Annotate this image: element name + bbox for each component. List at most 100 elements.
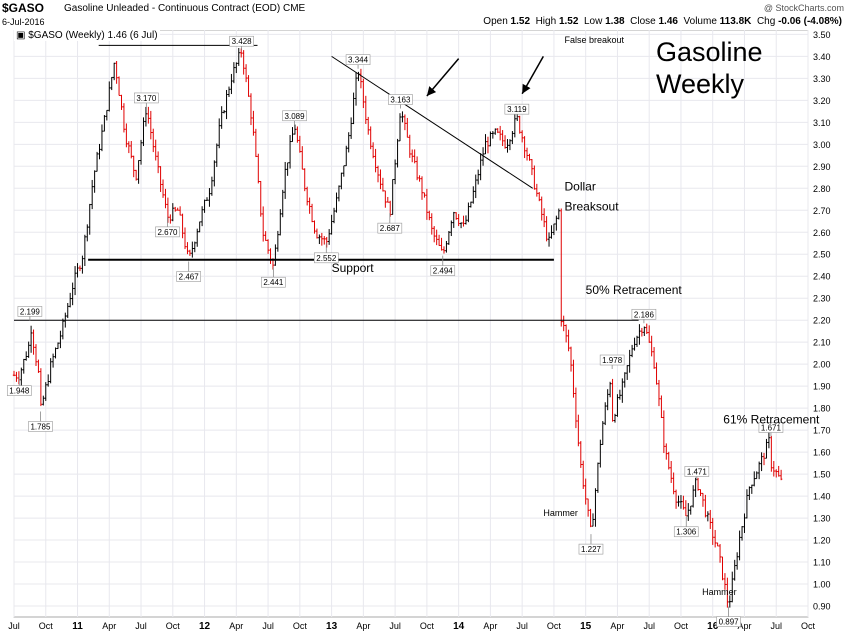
x-tick-label: 12 [199,621,211,632]
y-tick-label: 3.00 [813,140,831,150]
annotation-arrow [521,56,544,95]
x-tick-label: Apr [483,621,497,631]
description: Gasoline Unleaded - Continuous Contract … [64,3,305,14]
chart-title: Gasoline Weekly [656,36,763,100]
price-label-box [599,354,625,366]
price-label-box [6,385,32,396]
x-tick-label: Oct [293,621,308,631]
price-label-box [134,92,159,104]
series-legend: ▣ $GASO (Weekly) 1.46 (6 Jul) [14,30,160,41]
annotation-text: Hammer [702,587,737,597]
price-label: 1.227 [581,545,602,554]
price-label: 3.344 [348,56,369,65]
x-tick-label: 14 [453,621,465,632]
price-label-box [578,543,604,555]
price-label: 0.897 [719,618,740,627]
price-label: 2.199 [20,307,41,316]
y-tick-label: 2.10 [813,338,831,348]
y-tick-label: 3.50 [813,30,831,40]
price-label-box [261,276,286,288]
price-label-box [345,54,371,65]
x-tick-label: 13 [326,621,338,632]
y-tick-label: 3.10 [813,118,831,128]
grid-lines [13,30,809,617]
y-tick-label: 2.70 [813,206,831,216]
price-label: 1.671 [761,424,782,433]
chg-value: -0.06 (-4.08%) [778,16,842,27]
x-tick-label: Oct [801,621,816,631]
low-value: 1.38 [605,16,625,27]
chart-title-line2: Weekly [656,69,745,99]
annotation-text: Dollar [565,179,596,193]
price-label: 2.441 [263,278,284,287]
chart-header: $GASO Gasoline Unleaded - Continuous Con… [0,0,850,30]
x-tick-label: 16 [707,621,719,632]
price-label: 2.687 [380,224,401,233]
x-tick-label: Jul [389,621,401,631]
legend-text: $GASO (Weekly) 1.46 (6 Jul) [28,30,158,41]
open-value: 1.52 [510,16,531,27]
x-tick-label: Jul [770,621,782,631]
y-tick-label: 1.90 [813,382,831,392]
symbol: $GASO [2,1,45,15]
price-label-box [684,466,710,477]
annotations: Support False breakout Dollar Breaksout 50% … [332,35,820,597]
price-label-box [673,526,699,538]
legend-icon: ▣ [16,30,26,41]
price-label: 2.552 [316,254,337,263]
y-tick-label: 1.80 [813,404,831,414]
y-tick-label: 2.60 [813,228,831,238]
annotation-text: Support [332,261,375,275]
x-tick-label: Oct [39,621,54,631]
y-tick-label: 1.00 [813,580,831,590]
price-label-box [155,226,180,238]
annotation-arrows [426,56,544,97]
high-label: High [535,16,557,27]
x-tick-label: Apr [737,621,751,631]
y-tick-label: 3.40 [813,52,831,62]
price-label-box [504,103,530,115]
y-tick-label: 2.90 [813,162,831,172]
price-label-box [176,271,201,282]
price-label-box [430,265,456,276]
price-bars [12,48,783,608]
y-tick-label: 3.30 [813,74,831,84]
price-label-box [17,306,43,317]
description-text: Gasoline Unleaded - Continuous Contract … [64,3,281,14]
annotation-text: Breaksout [565,199,620,213]
price-label: 1.785 [30,422,51,431]
annotation-text: False breakout [565,35,625,45]
price-label: 3.089 [285,112,306,121]
chg-label: Chg [756,16,776,27]
chart-title-line1: Gasoline [656,37,763,67]
annotation-arrow [426,58,460,97]
volume-label: Volume [683,16,717,27]
x-tick-label: Apr [610,621,624,631]
x-tick-label: Jul [643,621,655,631]
price-label-box [229,35,254,47]
x-tick-label: Apr [102,621,116,631]
price-label-box [758,422,784,433]
x-tick-label: Oct [166,621,181,631]
x-tick-label: Apr [229,621,243,631]
price-label: 2.186 [634,310,655,319]
price-label: 3.170 [136,94,157,103]
y-tick-label: 3.20 [813,96,831,106]
price-label-box [716,616,741,627]
x-tick-label: Jul [516,621,528,631]
y-tick-label: 0.90 [813,602,831,612]
x-axis-ticks: Jul Oct 11 Apr Jul Oct 12 Apr Jul Oct 13 Apr Jul Oct 1… [8,621,815,632]
price-label: 3.428 [232,37,253,46]
open-label: Open [483,16,508,27]
low-label: Low [583,16,603,27]
price-label: 3.163 [390,95,411,104]
x-tick-label: Jul [8,621,20,631]
y-tick-label: 2.30 [813,294,831,304]
price-label-box [377,222,403,234]
price-label-box [631,308,657,320]
x-tick-label: 11 [72,621,83,632]
price-labels: 2.199 1.948 1.785 3.170 2.670 2.467 3.428 2.441… [6,35,784,627]
y-tick-label: 2.00 [813,360,831,370]
price-label: 1.948 [9,387,30,396]
price-label-box [314,252,339,264]
